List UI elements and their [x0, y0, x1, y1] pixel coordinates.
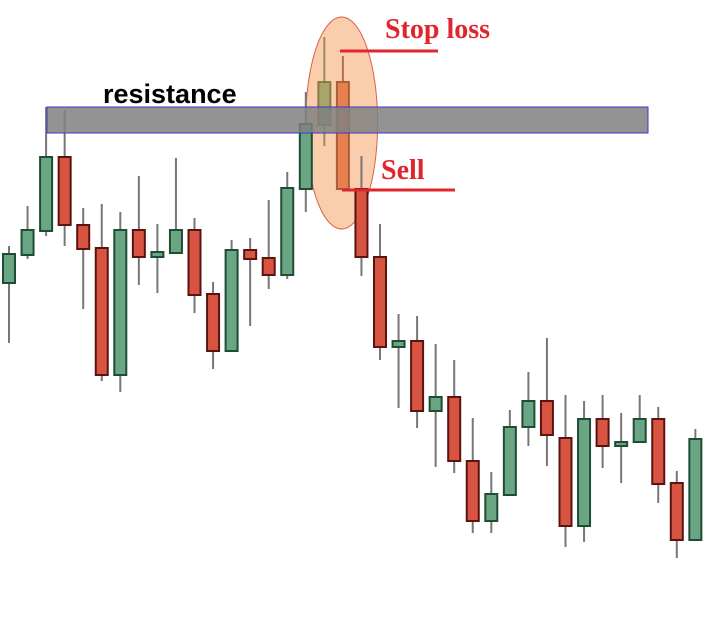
candle-body	[298, 123, 313, 190]
candle-body	[243, 249, 258, 260]
candle-body	[521, 400, 536, 428]
resistance-label: resistance	[103, 79, 237, 109]
candle	[484, 472, 499, 533]
candle-body	[391, 340, 406, 348]
candle-body	[502, 426, 517, 496]
candle	[595, 395, 610, 468]
candle	[558, 395, 573, 547]
candle	[391, 314, 406, 408]
candle	[688, 429, 703, 541]
candle-body	[335, 81, 350, 190]
candle-body	[354, 188, 369, 258]
candle	[651, 407, 666, 503]
candle	[39, 107, 54, 236]
candle	[669, 471, 684, 558]
candle-body	[168, 229, 183, 254]
candle	[2, 246, 16, 343]
candle-body	[539, 400, 554, 436]
candle-body	[113, 229, 128, 376]
sell-label: Sell	[381, 155, 425, 186]
candle	[243, 238, 258, 326]
candle-body	[187, 229, 202, 296]
candle-body	[577, 418, 592, 527]
candle-body	[447, 396, 462, 462]
candle-body	[669, 482, 684, 541]
candle-body	[484, 493, 499, 522]
candle-body	[632, 418, 647, 443]
candle	[113, 212, 128, 392]
candle-body	[94, 247, 109, 376]
candle	[373, 224, 387, 360]
candle-body	[280, 187, 295, 276]
candle-body	[465, 460, 480, 522]
candle	[447, 360, 462, 473]
candle	[577, 401, 592, 542]
candle	[614, 413, 629, 483]
candle	[521, 372, 536, 446]
candle	[76, 208, 91, 309]
candle	[187, 218, 202, 313]
candle-body	[558, 437, 573, 527]
candle-body	[428, 396, 443, 412]
candle-body	[131, 229, 146, 258]
candle	[632, 395, 647, 443]
candle	[150, 224, 165, 293]
candle-body	[595, 418, 610, 447]
candle	[168, 158, 183, 254]
candle	[502, 410, 517, 496]
candle	[94, 204, 109, 381]
candle	[465, 418, 480, 533]
candle-body	[410, 340, 425, 412]
candles-group	[2, 37, 703, 558]
stop-loss-label: Stop loss	[385, 14, 490, 45]
candle-body	[651, 418, 666, 485]
candle-body	[20, 229, 35, 256]
candle	[354, 156, 369, 276]
candle	[206, 282, 221, 369]
candle-body	[688, 438, 703, 541]
candle-body	[150, 251, 165, 258]
candle	[20, 206, 35, 259]
candle-body	[39, 156, 54, 232]
candle	[539, 338, 554, 466]
candle-body	[76, 224, 91, 250]
candle	[428, 344, 443, 467]
candle	[410, 316, 425, 428]
candle-body	[261, 257, 276, 276]
candle-body	[57, 156, 72, 226]
candle-body	[2, 253, 16, 284]
resistance-band	[46, 106, 649, 134]
candle-body	[224, 249, 239, 352]
candle	[280, 172, 295, 279]
candle-body	[373, 256, 387, 348]
candle	[131, 176, 146, 285]
candle	[261, 200, 276, 289]
candle-body	[206, 293, 221, 352]
candle	[224, 240, 239, 352]
candle-body	[614, 441, 629, 447]
